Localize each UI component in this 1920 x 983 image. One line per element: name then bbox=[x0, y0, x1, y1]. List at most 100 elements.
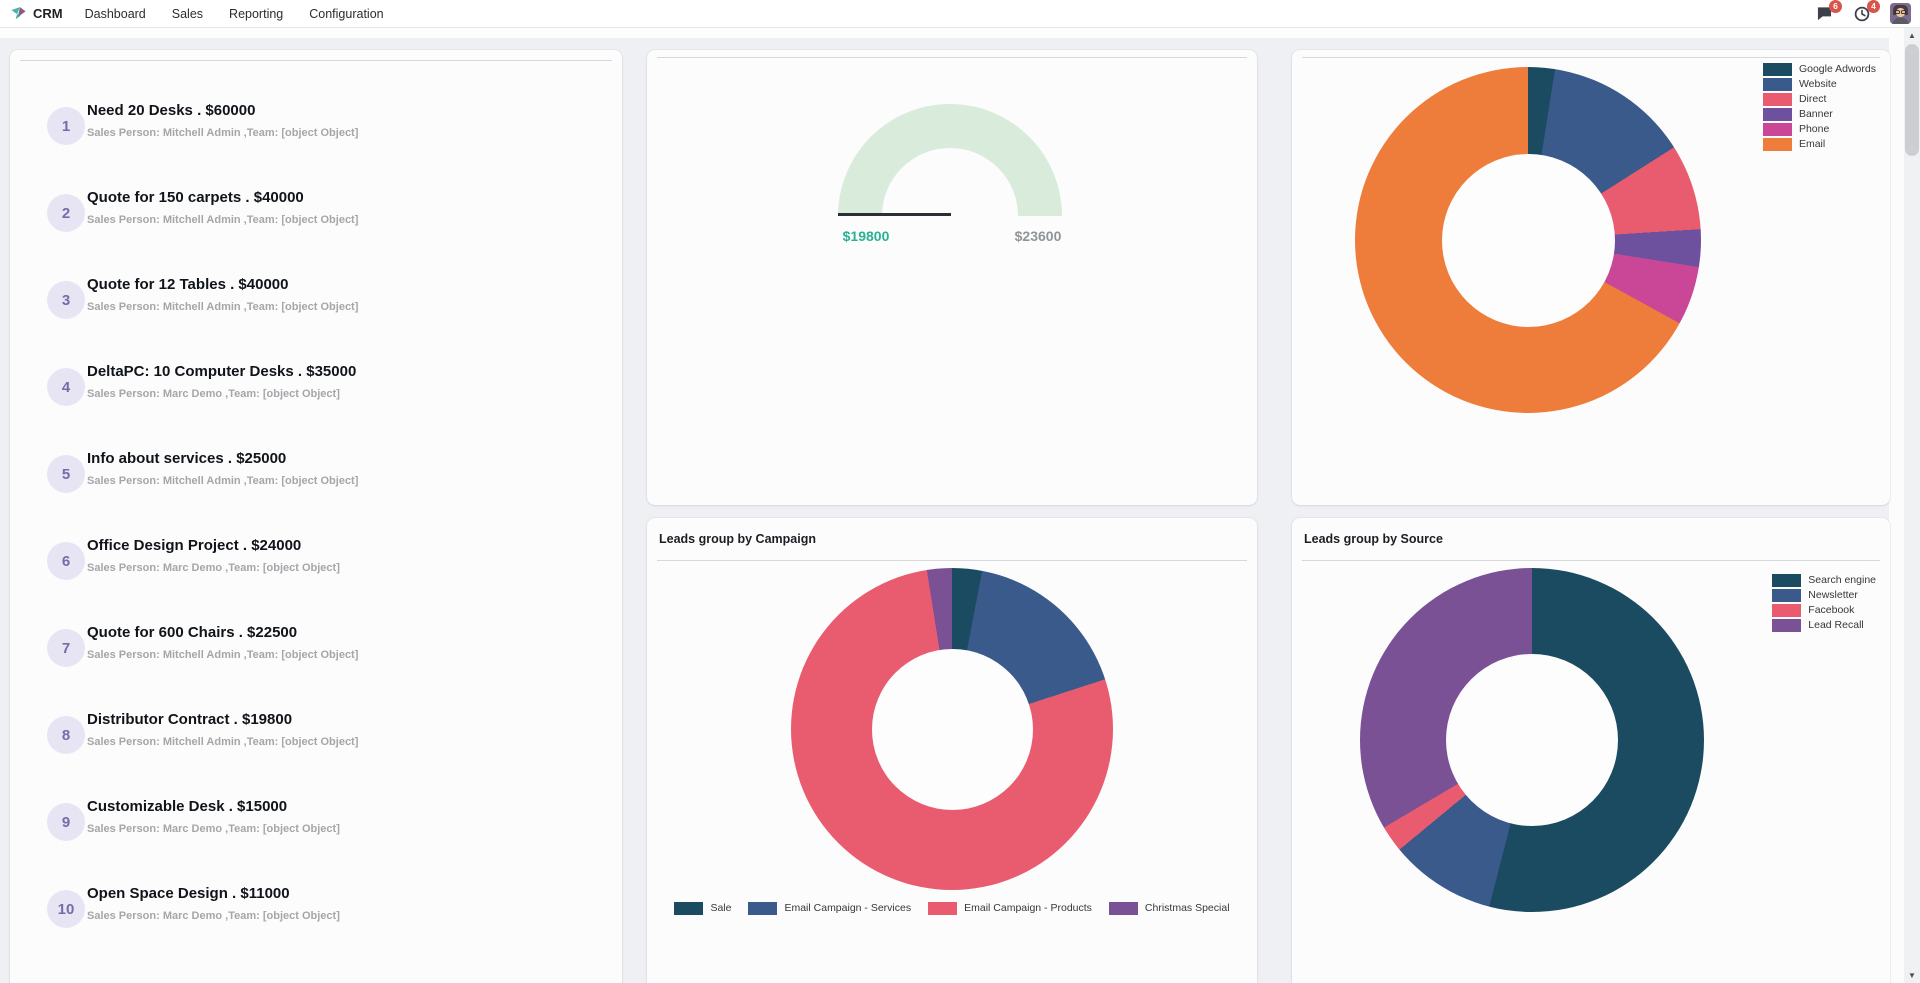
legend-entry[interactable]: Sale bbox=[674, 902, 731, 915]
opportunity-subtitle: Sales Person: Marc Demo ,Team: [object O… bbox=[87, 910, 340, 922]
legend-entry[interactable]: Phone bbox=[1762, 123, 1876, 136]
legend-entry[interactable]: Email Campaign - Services bbox=[748, 902, 911, 915]
messages-count-badge: 6 bbox=[1829, 0, 1842, 13]
legend-entry[interactable]: Website bbox=[1762, 78, 1876, 91]
rank-badge: 5 bbox=[47, 455, 85, 493]
gauge-max-label: $23600 bbox=[1014, 228, 1062, 244]
rank-badge: 1 bbox=[47, 107, 85, 145]
activity-clock-icon bbox=[1854, 6, 1870, 22]
gauge-value-label: $19800 bbox=[842, 228, 890, 244]
legend-entry[interactable]: Newsletter bbox=[1772, 589, 1876, 602]
scroll-up-arrow[interactable]: ▲ bbox=[1908, 31, 1916, 40]
page-scrollbar[interactable]: ▲ ▼ bbox=[1904, 28, 1920, 983]
chat-icon bbox=[1816, 6, 1833, 21]
legend-swatch bbox=[1762, 63, 1792, 76]
opportunity-list-item[interactable]: 10 Open Space Design . $11000 Sales Pers… bbox=[10, 868, 622, 955]
rank-badge: 3 bbox=[47, 281, 85, 319]
adwords-donut-card: Google Adwords Website Direct Banner Phone Em… bbox=[1292, 50, 1890, 505]
opportunity-list-item[interactable]: 1 Need 20 Desks . $60000 Sales Person: M… bbox=[10, 85, 622, 172]
legend-swatch bbox=[1772, 619, 1802, 632]
legend-entry[interactable]: Google Adwords bbox=[1762, 63, 1876, 76]
legend-label: Banner bbox=[1798, 108, 1833, 120]
opportunity-title: Office Design Project . $24000 bbox=[87, 537, 302, 554]
opportunity-title: Quote for 12 Tables . $40000 bbox=[87, 276, 289, 293]
legend-entry[interactable]: Lead Recall bbox=[1772, 619, 1876, 632]
menu-configuration[interactable]: Configuration bbox=[309, 6, 384, 21]
opportunity-list-item[interactable]: 2 Quote for 150 carpets . $40000 Sales P… bbox=[10, 172, 622, 259]
legend-swatch bbox=[748, 902, 778, 915]
app-switcher[interactable]: CRM bbox=[10, 5, 63, 22]
legend-swatch bbox=[1772, 604, 1802, 617]
legend-entry[interactable]: Direct bbox=[1762, 93, 1876, 106]
legend-swatch bbox=[928, 902, 958, 915]
opportunity-subtitle: Sales Person: Marc Demo ,Team: [object O… bbox=[87, 388, 340, 400]
opportunity-title: Distributor Contract . $19800 bbox=[87, 711, 293, 728]
opportunity-subtitle: Sales Person: Mitchell Admin ,Team: [obj… bbox=[87, 214, 359, 226]
gauge-needle bbox=[838, 213, 951, 216]
legend-swatch bbox=[1772, 589, 1802, 602]
card-header-divider bbox=[1302, 560, 1880, 561]
opportunity-title: DeltaPC: 10 Computer Desks . $35000 bbox=[87, 363, 357, 380]
leads-by-source-card: Leads group by Source Search engine Newsl… bbox=[1292, 518, 1890, 983]
messages-button[interactable]: 6 bbox=[1814, 0, 1842, 24]
donut-chart-marketing-sources[interactable] bbox=[1355, 67, 1701, 413]
gauge-chart[interactable] bbox=[838, 104, 1062, 216]
scrollbar-thumb[interactable] bbox=[1905, 44, 1919, 156]
opportunity-subtitle: Sales Person: Marc Demo ,Team: [object O… bbox=[87, 823, 340, 835]
legend-entry[interactable]: Search engine bbox=[1772, 574, 1876, 587]
opportunity-list-item[interactable]: 4 DeltaPC: 10 Computer Desks . $35000 Sa… bbox=[10, 346, 622, 433]
opportunity-list-item[interactable]: 6 Office Design Project . $24000 Sales P… bbox=[10, 520, 622, 607]
donut-chart-leads-by-source[interactable] bbox=[1360, 568, 1704, 912]
gauge-hole bbox=[882, 148, 1018, 216]
opportunity-list-item[interactable]: 5 Info about services . $25000 Sales Per… bbox=[10, 433, 622, 520]
legend-swatch bbox=[1762, 78, 1792, 91]
content-right-margin bbox=[1889, 28, 1904, 983]
opportunity-list-item[interactable]: 7 Quote for 600 Chairs . $22500 Sales Pe… bbox=[10, 607, 622, 694]
opportunity-list-item[interactable]: 9 Customizable Desk . $15000 Sales Perso… bbox=[10, 781, 622, 868]
rank-badge: 8 bbox=[47, 716, 85, 754]
menu-dashboard[interactable]: Dashboard bbox=[84, 6, 146, 21]
opportunity-subtitle: Sales Person: Mitchell Admin ,Team: [obj… bbox=[87, 649, 359, 661]
legend-label: Direct bbox=[1798, 93, 1827, 105]
card-header-divider bbox=[1302, 50, 1880, 58]
opportunity-list-item[interactable]: 8 Distributor Contract . $19800 Sales Pe… bbox=[10, 694, 622, 781]
legend-label: Email Campaign - Services bbox=[784, 902, 912, 914]
legend-swatch bbox=[674, 902, 704, 915]
legend-label: Phone bbox=[1798, 123, 1830, 135]
opportunity-subtitle: Sales Person: Mitchell Admin ,Team: [obj… bbox=[87, 736, 359, 748]
legend-label: Lead Recall bbox=[1808, 619, 1864, 631]
legend-swatch bbox=[1108, 902, 1138, 915]
chart-title: Leads group by Source bbox=[1304, 532, 1443, 546]
legend-swatch bbox=[1762, 108, 1792, 121]
legend-entry[interactable]: Email Campaign - Products bbox=[928, 902, 1092, 915]
chart-title: Leads group by Campaign bbox=[659, 532, 816, 546]
opportunity-title: Open Space Design . $11000 bbox=[87, 885, 290, 902]
legend-label: Search engine bbox=[1808, 574, 1876, 586]
opportunity-list-item[interactable]: 3 Quote for 12 Tables . $40000 Sales Per… bbox=[10, 259, 622, 346]
card-header-divider bbox=[657, 560, 1247, 561]
legend-entry[interactable]: Facebook bbox=[1772, 604, 1876, 617]
legend-label: Email bbox=[1798, 138, 1826, 150]
scroll-down-arrow[interactable]: ▼ bbox=[1908, 971, 1916, 980]
rank-badge: 7 bbox=[47, 629, 85, 667]
opportunity-subtitle: Sales Person: Mitchell Admin ,Team: [obj… bbox=[87, 301, 359, 313]
top-navbar: CRM Dashboard Sales Reporting Configurat… bbox=[0, 0, 1920, 28]
rank-badge: 9 bbox=[47, 803, 85, 841]
menu-sales[interactable]: Sales bbox=[171, 6, 204, 21]
rank-badge: 2 bbox=[47, 194, 85, 232]
opportunity-title: Info about services . $25000 bbox=[87, 450, 287, 467]
menu-reporting[interactable]: Reporting bbox=[229, 6, 284, 21]
legend-entry[interactable]: Christmas Special bbox=[1108, 902, 1230, 915]
activities-button[interactable]: 4 bbox=[1852, 0, 1880, 24]
donut-chart-leads-by-campaign[interactable] bbox=[791, 568, 1113, 890]
legend-entry[interactable]: Email bbox=[1762, 138, 1876, 151]
crm-logo-icon bbox=[10, 5, 27, 22]
rank-badge: 6 bbox=[47, 542, 85, 580]
opportunities-list: 1 Need 20 Desks . $60000 Sales Person: M… bbox=[10, 61, 622, 955]
legend-entry[interactable]: Banner bbox=[1762, 108, 1876, 121]
legend-swatch bbox=[1762, 93, 1792, 106]
rank-badge: 4 bbox=[47, 368, 85, 406]
content-top-band bbox=[0, 28, 1920, 38]
user-avatar[interactable] bbox=[1890, 3, 1911, 24]
opportunity-title: Quote for 150 carpets . $40000 bbox=[87, 189, 304, 206]
